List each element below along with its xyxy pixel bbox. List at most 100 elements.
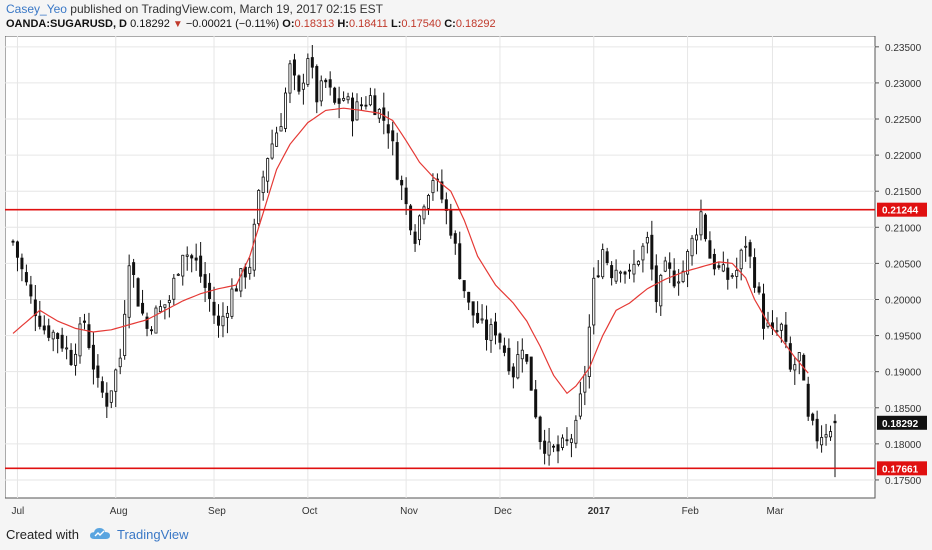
tradingview-brand[interactable]: TradingView: [116, 526, 189, 542]
candle-body: [659, 274, 663, 307]
candle-body: [672, 270, 676, 287]
close-value: 0.18292: [455, 18, 496, 30]
level-price-tag: [877, 461, 927, 476]
candle-body: [418, 215, 422, 241]
candle-body: [601, 249, 605, 278]
candle-body: [337, 98, 341, 104]
candle-body: [744, 245, 748, 248]
candle-body: [538, 416, 542, 443]
candle-body: [762, 293, 766, 329]
candle-body: [15, 241, 19, 258]
y-tick-label: 0.18000: [885, 440, 922, 451]
candle-body: [199, 255, 203, 277]
x-tick-label: Jul: [11, 506, 24, 517]
y-tick-label: 0.22000: [885, 151, 922, 162]
candle-body: [596, 275, 600, 278]
candle-body: [33, 299, 37, 317]
candle-body: [74, 353, 78, 366]
candle-body: [181, 254, 185, 277]
y-tick-label: 0.22500: [885, 115, 922, 126]
candle-body: [11, 240, 15, 243]
candle-body: [645, 237, 649, 244]
candle-body: [114, 369, 118, 392]
candle-body: [587, 326, 591, 377]
candle-body: [270, 143, 274, 159]
candle-body: [47, 325, 51, 338]
candle-body: [636, 260, 640, 265]
candle-body: [109, 390, 113, 403]
candle-body: [127, 265, 131, 318]
candle-body: [56, 333, 60, 339]
candle-body: [757, 286, 761, 293]
candle-body: [471, 301, 475, 316]
y-tick-label: 0.21000: [885, 223, 922, 234]
candle-body: [154, 307, 158, 334]
x-tick-label: Aug: [110, 506, 128, 517]
candle-body: [266, 158, 270, 182]
y-tick-label: 0.19000: [885, 368, 922, 379]
candle-body: [105, 392, 109, 407]
candle-body: [556, 444, 560, 452]
candle-body: [565, 439, 569, 442]
candle-body: [753, 257, 757, 288]
candle-body: [185, 254, 189, 257]
candle-body: [619, 271, 623, 274]
price-chart[interactable]: 0.17500 0.18000 0.18500 0.19000 0.19500 0.200…: [5, 36, 927, 520]
candle-body: [194, 257, 198, 261]
candle-body: [288, 63, 292, 94]
candle-body: [628, 269, 632, 272]
candle-body: [252, 223, 256, 271]
candle-body: [703, 214, 707, 240]
high-label: H:: [337, 18, 349, 30]
publish-info: published on TradingView.com, March 19, …: [70, 2, 383, 16]
candle-body: [158, 306, 162, 313]
candle-body: [400, 179, 404, 186]
candle-body: [38, 315, 42, 327]
candle-body: [395, 142, 399, 180]
candle-body: [386, 124, 390, 134]
candle-body: [534, 389, 538, 418]
candle-body: [480, 318, 484, 321]
candle-body: [368, 95, 372, 106]
candle-body: [493, 321, 497, 336]
candle-body: [668, 262, 672, 269]
candle-body: [324, 79, 328, 83]
author-name[interactable]: Casey_Yeo: [6, 2, 67, 16]
candle-body: [284, 92, 288, 129]
candle-body: [230, 288, 234, 317]
y-tick-label: 0.19500: [885, 332, 922, 343]
candle-body: [69, 349, 73, 365]
y-tick-label: 0.23000: [885, 79, 922, 90]
last-price: 0.18292: [130, 18, 170, 30]
candle-body: [212, 301, 216, 316]
candle-body: [333, 87, 337, 103]
candle-body: [60, 334, 64, 349]
x-tick-label: Feb: [682, 506, 700, 517]
candle-body: [422, 206, 426, 220]
candle-body: [319, 80, 323, 102]
candle-body: [141, 302, 145, 314]
candle-body: [292, 59, 296, 76]
candle-body: [489, 324, 493, 341]
candle-body: [811, 413, 815, 421]
candle-body: [78, 323, 82, 357]
high-value: 0.18411: [348, 18, 388, 30]
candle-body: [342, 97, 346, 101]
candle-body: [20, 257, 24, 270]
candle-body: [279, 126, 283, 132]
candle-body: [24, 272, 28, 283]
candle-body: [574, 419, 578, 444]
candle-body: [145, 316, 149, 329]
candle-body: [797, 352, 801, 362]
low-value: 0.17540: [401, 18, 442, 30]
candle-body: [775, 330, 779, 333]
candle-body: [234, 288, 238, 292]
candle-body: [569, 438, 573, 443]
candle-body: [610, 265, 614, 279]
candle-body: [793, 364, 797, 371]
candle-body: [149, 329, 153, 332]
candle-body: [730, 275, 734, 278]
candle-body: [552, 445, 556, 448]
plot-area[interactable]: [5, 36, 876, 499]
candle-body: [65, 347, 69, 350]
